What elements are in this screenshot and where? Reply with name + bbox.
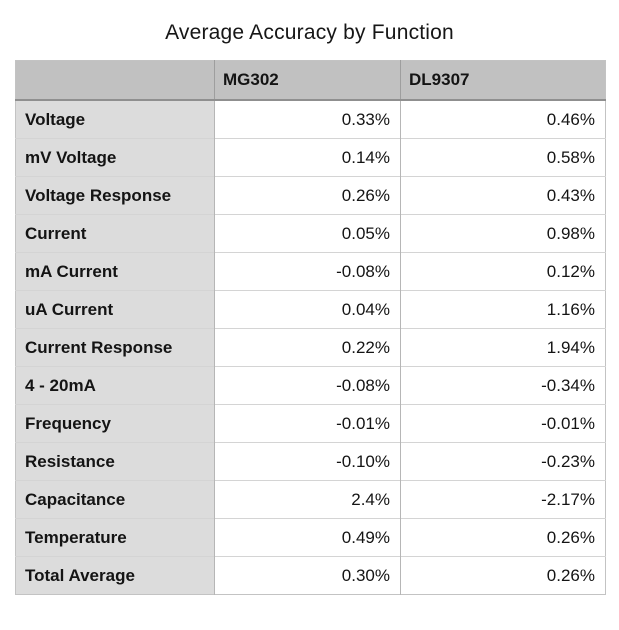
- row-label-cell: Total Average: [15, 556, 215, 595]
- value-cell-dl9307: 0.46%: [400, 100, 606, 139]
- value-cell-mg302: 0.04%: [214, 290, 401, 329]
- corner-header-cell: [15, 60, 215, 101]
- row-label-cell: Temperature: [15, 518, 215, 557]
- value-cell-mg302: -0.08%: [214, 252, 401, 291]
- table-row: Capacitance 2.4% -2.17%: [15, 480, 606, 519]
- column-header-dl9307: DL9307: [400, 60, 606, 101]
- table-row: Current 0.05% 0.98%: [15, 214, 606, 253]
- value-cell-mg302: 0.14%: [214, 138, 401, 177]
- value-cell-dl9307: -0.23%: [400, 442, 606, 481]
- table-row: Total Average 0.30% 0.26%: [15, 556, 606, 595]
- value-cell-dl9307: 0.12%: [400, 252, 606, 291]
- value-cell-dl9307: -0.34%: [400, 366, 606, 405]
- table-row: Resistance -0.10% -0.23%: [15, 442, 606, 481]
- row-label-cell: 4 - 20mA: [15, 366, 215, 405]
- table-row: 4 - 20mA -0.08% -0.34%: [15, 366, 606, 405]
- value-cell-dl9307: 0.98%: [400, 214, 606, 253]
- row-label-cell: Voltage: [15, 100, 215, 139]
- chart-title: Average Accuracy by Function: [165, 21, 454, 44]
- row-label-cell: Frequency: [15, 404, 215, 443]
- value-cell-mg302: -0.08%: [214, 366, 401, 405]
- value-cell-dl9307: -0.01%: [400, 404, 606, 443]
- row-label-cell: Capacitance: [15, 480, 215, 519]
- row-label-cell: Resistance: [15, 442, 215, 481]
- table-row: Frequency -0.01% -0.01%: [15, 404, 606, 443]
- value-cell-mg302: 0.49%: [214, 518, 401, 557]
- value-cell-dl9307: 0.26%: [400, 556, 606, 595]
- value-cell-dl9307: 1.16%: [400, 290, 606, 329]
- value-cell-mg302: 2.4%: [214, 480, 401, 519]
- row-label-cell: mV Voltage: [15, 138, 215, 177]
- value-cell-dl9307: 0.58%: [400, 138, 606, 177]
- value-cell-mg302: -0.01%: [214, 404, 401, 443]
- header-row: MG302 DL9307: [15, 60, 606, 101]
- row-label-cell: uA Current: [15, 290, 215, 329]
- accuracy-table: MG302 DL9307 Voltage 0.33% 0.46% mV Volt…: [15, 60, 606, 595]
- value-cell-mg302: 0.22%: [214, 328, 401, 367]
- table-row: Voltage Response 0.26% 0.43%: [15, 176, 606, 215]
- table-row: uA Current 0.04% 1.16%: [15, 290, 606, 329]
- value-cell-dl9307: 1.94%: [400, 328, 606, 367]
- value-cell-mg302: 0.33%: [214, 100, 401, 139]
- row-label-cell: Current Response: [15, 328, 215, 367]
- table-row: Temperature 0.49% 0.26%: [15, 518, 606, 557]
- value-cell-mg302: 0.30%: [214, 556, 401, 595]
- row-label-cell: Voltage Response: [15, 176, 215, 215]
- table-row: mA Current -0.08% 0.12%: [15, 252, 606, 291]
- value-cell-mg302: 0.05%: [214, 214, 401, 253]
- column-header-mg302: MG302: [214, 60, 401, 101]
- value-cell-dl9307: -2.17%: [400, 480, 606, 519]
- table-row: Current Response 0.22% 1.94%: [15, 328, 606, 367]
- table-row: mV Voltage 0.14% 0.58%: [15, 138, 606, 177]
- table-row: Voltage 0.33% 0.46%: [15, 100, 606, 139]
- row-label-cell: mA Current: [15, 252, 215, 291]
- row-label-cell: Current: [15, 214, 215, 253]
- value-cell-dl9307: 0.43%: [400, 176, 606, 215]
- value-cell-dl9307: 0.26%: [400, 518, 606, 557]
- value-cell-mg302: -0.10%: [214, 442, 401, 481]
- value-cell-mg302: 0.26%: [214, 176, 401, 215]
